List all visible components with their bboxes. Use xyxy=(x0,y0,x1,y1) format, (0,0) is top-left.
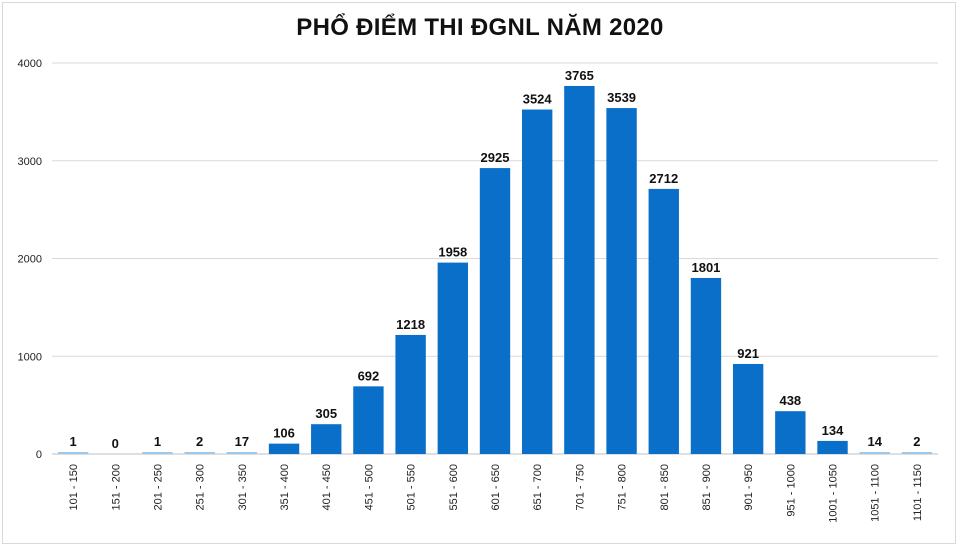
x-tick-label: 951 - 1000 xyxy=(785,464,797,517)
bar xyxy=(817,440,848,454)
x-tick-label: 1101 - 1150 xyxy=(912,464,924,521)
bar xyxy=(479,168,511,455)
y-tick-label: 1000 xyxy=(18,351,42,363)
y-tick-label: 2000 xyxy=(18,254,42,266)
bar-value-label: 2 xyxy=(196,434,203,449)
x-tick-label: 101 - 150 xyxy=(68,464,80,510)
bar xyxy=(690,277,722,454)
x-tick-label: 701 - 750 xyxy=(574,464,586,510)
bar-value-label: 921 xyxy=(737,346,759,361)
bar-value-label: 1218 xyxy=(396,317,425,332)
bar-value-label: 14 xyxy=(867,434,882,449)
bar xyxy=(775,411,806,454)
x-tick-label: 1051 - 1100 xyxy=(870,464,882,522)
bar xyxy=(226,452,258,454)
bar xyxy=(564,85,595,454)
x-tick-label: 801 - 850 xyxy=(659,464,671,510)
x-tick-label: 901 - 950 xyxy=(743,464,755,510)
bar-value-label: 438 xyxy=(779,393,801,408)
x-tick-label: 1001 - 1050 xyxy=(828,464,840,523)
bar-value-label: 3524 xyxy=(523,92,553,107)
x-tick-label: 501 - 550 xyxy=(406,464,418,510)
bar xyxy=(648,188,679,455)
bar xyxy=(142,452,173,454)
bar-value-label: 2 xyxy=(913,434,920,449)
bar xyxy=(732,363,764,454)
x-tick-label: 451 - 500 xyxy=(363,464,375,510)
chart-title: PHỔ ĐIỂM THI ĐGNL NĂM 2020 xyxy=(296,14,664,41)
bar-value-label: 2925 xyxy=(481,150,510,165)
bar xyxy=(437,262,468,454)
x-tick-label: 151 - 200 xyxy=(110,464,122,510)
bar xyxy=(311,424,342,454)
x-tick-label: 401 - 450 xyxy=(321,464,333,510)
x-tick-label: 751 - 800 xyxy=(617,464,629,510)
bar-value-label: 3765 xyxy=(565,68,594,83)
bar xyxy=(859,452,890,454)
bar-value-label: 3539 xyxy=(607,90,636,105)
y-tick-label: 3000 xyxy=(18,156,42,168)
bar xyxy=(395,334,426,454)
bar-value-label: 17 xyxy=(235,434,249,449)
bar-value-label: 134 xyxy=(822,423,844,438)
y-tick-label: 0 xyxy=(36,449,42,461)
bar xyxy=(522,109,553,455)
bar-value-label: 1801 xyxy=(691,260,720,275)
bar-value-label: 1 xyxy=(154,434,161,449)
bar-value-label: 0 xyxy=(112,436,119,451)
bar-value-label: 305 xyxy=(315,406,337,421)
x-tick-label: 551 - 600 xyxy=(448,464,460,510)
bar-value-label: 692 xyxy=(358,368,380,383)
bar xyxy=(606,108,637,455)
bar-value-label: 1 xyxy=(69,434,76,449)
bar xyxy=(268,443,300,454)
x-tick-label: 201 - 250 xyxy=(152,464,164,510)
bar xyxy=(353,386,384,454)
bar xyxy=(57,452,89,454)
x-tick-label: 601 - 650 xyxy=(490,464,502,510)
x-tick-label: 651 - 700 xyxy=(532,464,544,510)
x-tick-label: 301 - 350 xyxy=(237,464,249,510)
x-tick-label: 251 - 300 xyxy=(195,464,207,510)
x-tick-label: 851 - 900 xyxy=(701,464,713,510)
y-tick-label: 4000 xyxy=(18,58,42,70)
bar xyxy=(184,452,215,454)
bar-value-label: 106 xyxy=(273,426,295,441)
x-tick-label: 351 - 400 xyxy=(279,464,291,510)
bar xyxy=(901,452,933,454)
bar-value-label: 2712 xyxy=(649,171,678,186)
bar-value-label: 1958 xyxy=(438,245,467,260)
